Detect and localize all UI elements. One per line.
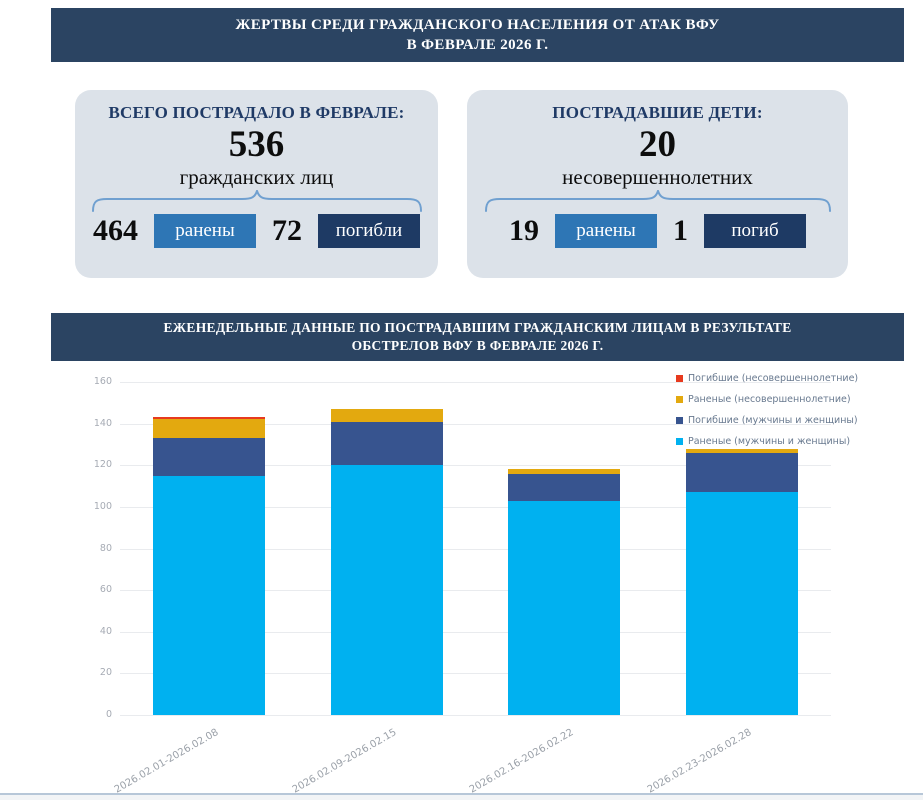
report-title-banner: ЖЕРТВЫ СРЕДИ ГРАЖДАНСКОГО НАСЕЛЕНИЯ ОТ А… (51, 8, 904, 62)
legend-label: Раненые (мужчины и женщины) (688, 436, 851, 447)
total-dead-badge: погибли (318, 214, 420, 248)
legend-label: Раненые (несовершеннолетние) (688, 394, 851, 405)
gridline (120, 506, 831, 508)
chart-title-line2: ОБСТРЕЛОВ ВФУ В ФЕВРАЛЕ 2026 Г. (351, 338, 604, 353)
chart-legend: Погибшие (несовершеннолетние) Раненые (не… (676, 368, 858, 452)
y-axis-tick-label: 40 (99, 625, 112, 637)
legend-swatch-icon (676, 417, 683, 424)
total-breakdown-row: 464 ранены 72 погибли (75, 214, 438, 248)
total-card-title: ВСЕГО ПОСТРАДАЛО В ФЕВРАЛЕ: (108, 103, 405, 122)
y-axis-tick-label: 160 (93, 376, 112, 387)
chart-title-banner: ЕЖЕНЕДЕЛЬНЫЕ ДАННЫЕ ПО ПОСТРАДАВШИМ ГРАЖ… (51, 313, 904, 361)
y-axis-tick-label: 60 (99, 584, 112, 596)
gridline (120, 548, 831, 550)
children-card-title: ПОСТРАДАВШИЕ ДЕТИ: (552, 103, 763, 122)
x-axis-category-label: 2026.02.23-2026.02.28 (645, 727, 754, 796)
legend-swatch-icon (676, 438, 683, 445)
children-count: 20 (639, 124, 676, 165)
children-unit-label: несовершеннолетних (562, 165, 753, 189)
y-axis-tick-label: 0 (105, 709, 112, 720)
chart-title-line1: ЕЖЕНЕДЕЛЬНЫЕ ДАННЫЕ ПО ПОСТРАДАВШИМ ГРАЖ… (163, 320, 792, 335)
bar-segment (330, 409, 443, 422)
stacked-bar (508, 469, 621, 715)
legend-item: Погибшие (мужчины и женщины) (676, 410, 858, 431)
y-axis-tick-label: 20 (99, 667, 112, 679)
x-axis-category-label: 2026.02.01-2026.02.08 (112, 727, 221, 796)
gridline (120, 590, 831, 592)
legend-swatch-icon (676, 396, 683, 403)
stacked-bar (152, 417, 265, 715)
children-wounded-count: 19 (509, 214, 539, 247)
legend-item: Раненые (мужчины и женщины) (676, 431, 858, 452)
total-dead-count: 72 (272, 214, 302, 247)
y-axis-tick-label: 120 (93, 459, 112, 471)
footer-divider (0, 793, 923, 795)
bar-segment (152, 475, 265, 715)
bar-segment (508, 473, 621, 501)
bar-segment (152, 419, 265, 439)
legend-swatch-icon (676, 375, 683, 382)
report-title-line2: В ФЕВРАЛЕ 2026 Г. (406, 37, 549, 53)
x-axis-category-label: 2026.02.16-2026.02.22 (468, 727, 576, 796)
x-axis-category-label: 2026.02.09-2026.02.15 (290, 727, 399, 796)
gridline (120, 423, 831, 425)
legend-item: Погибшие (несовершеннолетние) (676, 368, 858, 389)
total-count: 536 (228, 124, 285, 165)
gridline (120, 673, 831, 675)
bar-segment (686, 492, 799, 715)
bar-segment (152, 417, 265, 420)
y-axis-tick-label: 140 (93, 417, 112, 429)
legend-item: Раненые (несовершеннолетние) (676, 389, 858, 410)
curly-brace (91, 190, 422, 212)
stacked-bar (330, 409, 443, 715)
bar-segment (686, 448, 799, 453)
total-casualties-card: ВСЕГО ПОСТРАДАЛО В ФЕВРАЛЕ: 536 гражданс… (75, 90, 438, 278)
children-dead-badge: погиб (704, 214, 806, 248)
y-axis-tick-label: 100 (93, 500, 112, 512)
children-dead-count: 1 (673, 214, 688, 247)
total-wounded-badge: ранены (154, 214, 256, 248)
children-wounded-badge: ранены (555, 214, 657, 248)
curly-brace (484, 190, 831, 212)
bar-segment (152, 438, 265, 476)
gridline (120, 631, 831, 633)
report-title-line1: ЖЕРТВЫ СРЕДИ ГРАЖДАНСКОГО НАСЕЛЕНИЯ ОТ А… (235, 17, 720, 33)
gridline (120, 715, 831, 716)
legend-label: Погибшие (несовершеннолетние) (688, 373, 859, 384)
gridline (120, 382, 831, 383)
bar-segment (686, 452, 799, 493)
legend-label: Погибшие (мужчины и женщины) (688, 415, 858, 426)
bar-segment (508, 469, 621, 474)
children-casualties-card: ПОСТРАДАВШИЕ ДЕТИ: 20 несовершеннолетних… (467, 90, 848, 278)
total-wounded-count: 464 (93, 214, 138, 247)
children-breakdown-row: 19 ранены 1 погиб (467, 214, 848, 248)
stacked-bar (686, 448, 799, 715)
total-unit-label: гражданских лиц (179, 165, 334, 189)
bar-segment (508, 500, 621, 715)
bar-segment (330, 421, 443, 466)
bar-segment (330, 465, 443, 715)
gridline (120, 465, 831, 467)
y-axis-tick-label: 80 (99, 542, 112, 554)
footer-strip (0, 795, 923, 800)
